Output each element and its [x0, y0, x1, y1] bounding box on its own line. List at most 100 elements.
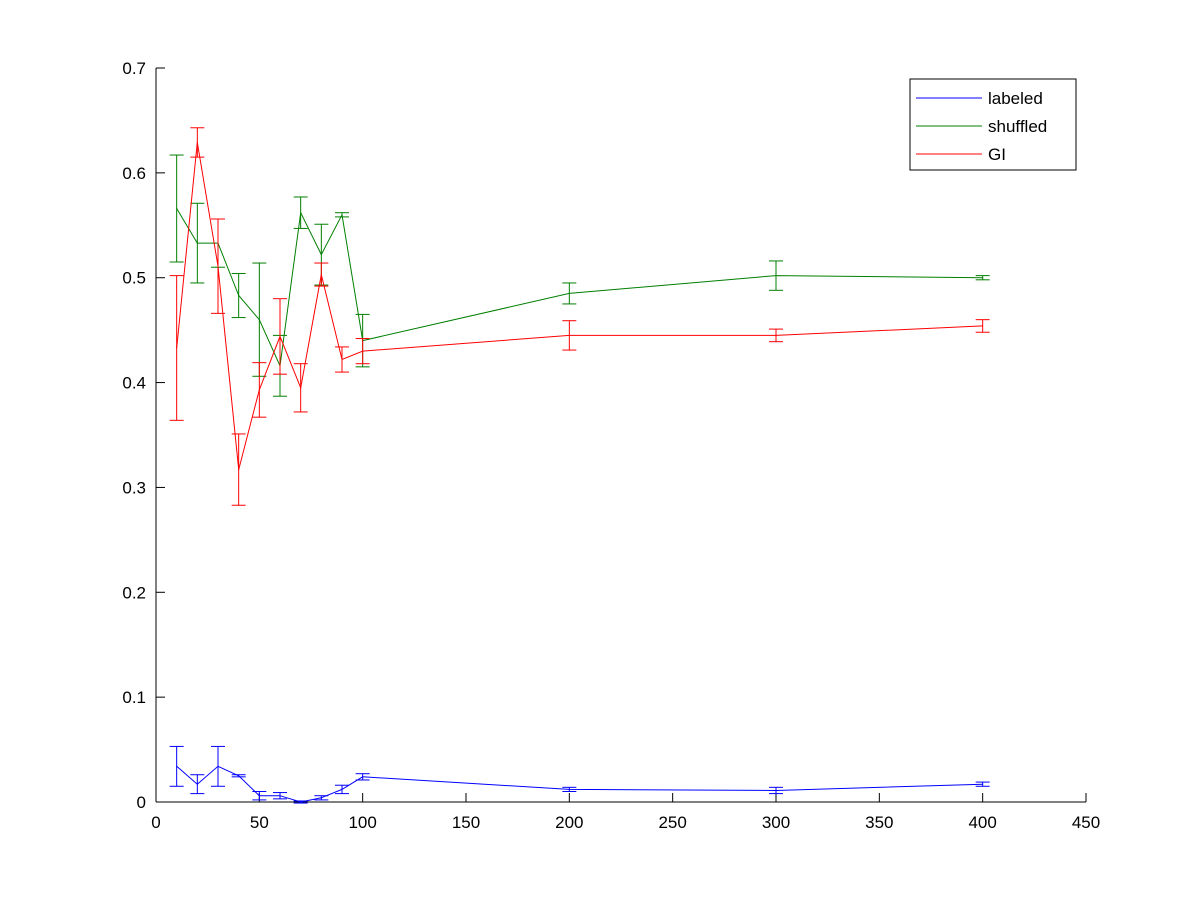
- error-bar: [211, 218, 225, 314]
- data-point: [238, 775, 240, 777]
- series-line-shuffled: [176, 208, 983, 368]
- data-point: [320, 254, 322, 256]
- series-labeled: [169, 745, 990, 804]
- error-bar: [975, 319, 990, 333]
- x-tick-label: 50: [250, 813, 269, 832]
- legend-label: GI: [988, 145, 1006, 164]
- error-bar: [314, 262, 329, 287]
- data-point: [300, 212, 302, 214]
- data-point: [775, 275, 777, 277]
- x-tick-label: 200: [555, 813, 583, 832]
- data-point: [568, 788, 570, 790]
- error-bar: [335, 212, 349, 218]
- error-bar: [293, 196, 308, 229]
- data-point: [279, 795, 281, 797]
- error-bar: [335, 784, 349, 795]
- error-bar: [293, 800, 308, 804]
- data-point: [196, 141, 198, 143]
- error-bar: [355, 773, 370, 781]
- data-point: [176, 347, 178, 349]
- legend: labeled shuffled GI: [909, 78, 1077, 171]
- x-tick-label: 100: [348, 813, 376, 832]
- error-bar: [769, 260, 783, 291]
- error-bar: [252, 262, 267, 377]
- legend-label: labeled: [988, 89, 1043, 108]
- series-layer: [169, 127, 990, 804]
- data-point: [982, 325, 984, 327]
- error-bar: [211, 745, 225, 787]
- data-point: [362, 776, 364, 778]
- data-point: [775, 334, 777, 336]
- error-bar: [252, 791, 267, 801]
- legend-box: [909, 78, 1077, 171]
- series-line-labeled: [176, 765, 983, 803]
- error-bar: [231, 774, 246, 778]
- error-bar: [562, 282, 577, 305]
- data-point: [279, 335, 281, 337]
- data-point: [341, 214, 343, 216]
- y-tick-label: 0.4: [122, 374, 146, 393]
- data-point: [982, 277, 984, 279]
- y-tick-label: 0.2: [122, 583, 146, 602]
- legend-label: shuffled: [988, 117, 1047, 136]
- x-tick-label: 350: [865, 813, 893, 832]
- data-point: [196, 242, 198, 244]
- error-bar: [562, 320, 577, 351]
- error-bar: [190, 127, 205, 158]
- error-bar: [231, 273, 246, 319]
- data-point: [258, 319, 260, 321]
- x-tick-label: 450: [1072, 813, 1100, 832]
- data-point: [258, 389, 260, 391]
- data-point: [341, 359, 343, 361]
- data-point: [217, 765, 219, 767]
- data-point: [341, 788, 343, 790]
- error-bar: [355, 338, 370, 365]
- data-point: [362, 350, 364, 352]
- data-point: [320, 274, 322, 276]
- data-point: [176, 208, 178, 210]
- x-tick-label: 150: [452, 813, 480, 832]
- series-gi: [169, 127, 990, 506]
- x-tick-label: 0: [151, 813, 160, 832]
- y-tick-label: 0: [137, 793, 146, 812]
- y-tick-label: 0.1: [122, 688, 146, 707]
- data-point: [196, 783, 198, 785]
- data-point: [300, 387, 302, 389]
- y-tick-label: 0.6: [122, 164, 146, 183]
- y-tick-label: 0.3: [122, 478, 146, 497]
- axes: 0 50 100 150 200 250 300 350 400 450 0 0.1 0.2 0.3 0.4…: [122, 59, 1100, 832]
- error-bar: [169, 154, 184, 263]
- data-point: [320, 797, 322, 799]
- x-tick-label: 300: [762, 813, 790, 832]
- data-point: [775, 789, 777, 791]
- data-point: [217, 265, 219, 267]
- error-bar: [252, 362, 267, 418]
- error-bar: [293, 363, 308, 413]
- error-bar: [769, 328, 783, 343]
- y-tick-label: 0.5: [122, 269, 146, 288]
- data-point: [300, 801, 302, 803]
- x-tick-label: 400: [968, 813, 996, 832]
- y-tick-label: 0.7: [122, 59, 146, 78]
- error-bar: [975, 781, 990, 787]
- error-bar: [169, 275, 184, 421]
- data-point: [568, 334, 570, 336]
- error-bar: [190, 774, 205, 795]
- error-bar: [169, 745, 184, 787]
- data-point: [258, 795, 260, 797]
- series-line-gi: [176, 142, 983, 470]
- error-bar: [975, 275, 990, 281]
- data-point: [982, 783, 984, 785]
- x-tick-label: 250: [658, 813, 686, 832]
- data-point: [238, 469, 240, 471]
- error-bar: [231, 433, 246, 506]
- error-bar: [314, 795, 329, 801]
- data-point: [176, 765, 178, 767]
- data-point: [568, 292, 570, 294]
- series-shuffled: [169, 154, 990, 397]
- error-bar: [273, 792, 287, 800]
- error-bar: [562, 786, 577, 793]
- data-point: [238, 295, 240, 297]
- error-bar: [273, 298, 287, 375]
